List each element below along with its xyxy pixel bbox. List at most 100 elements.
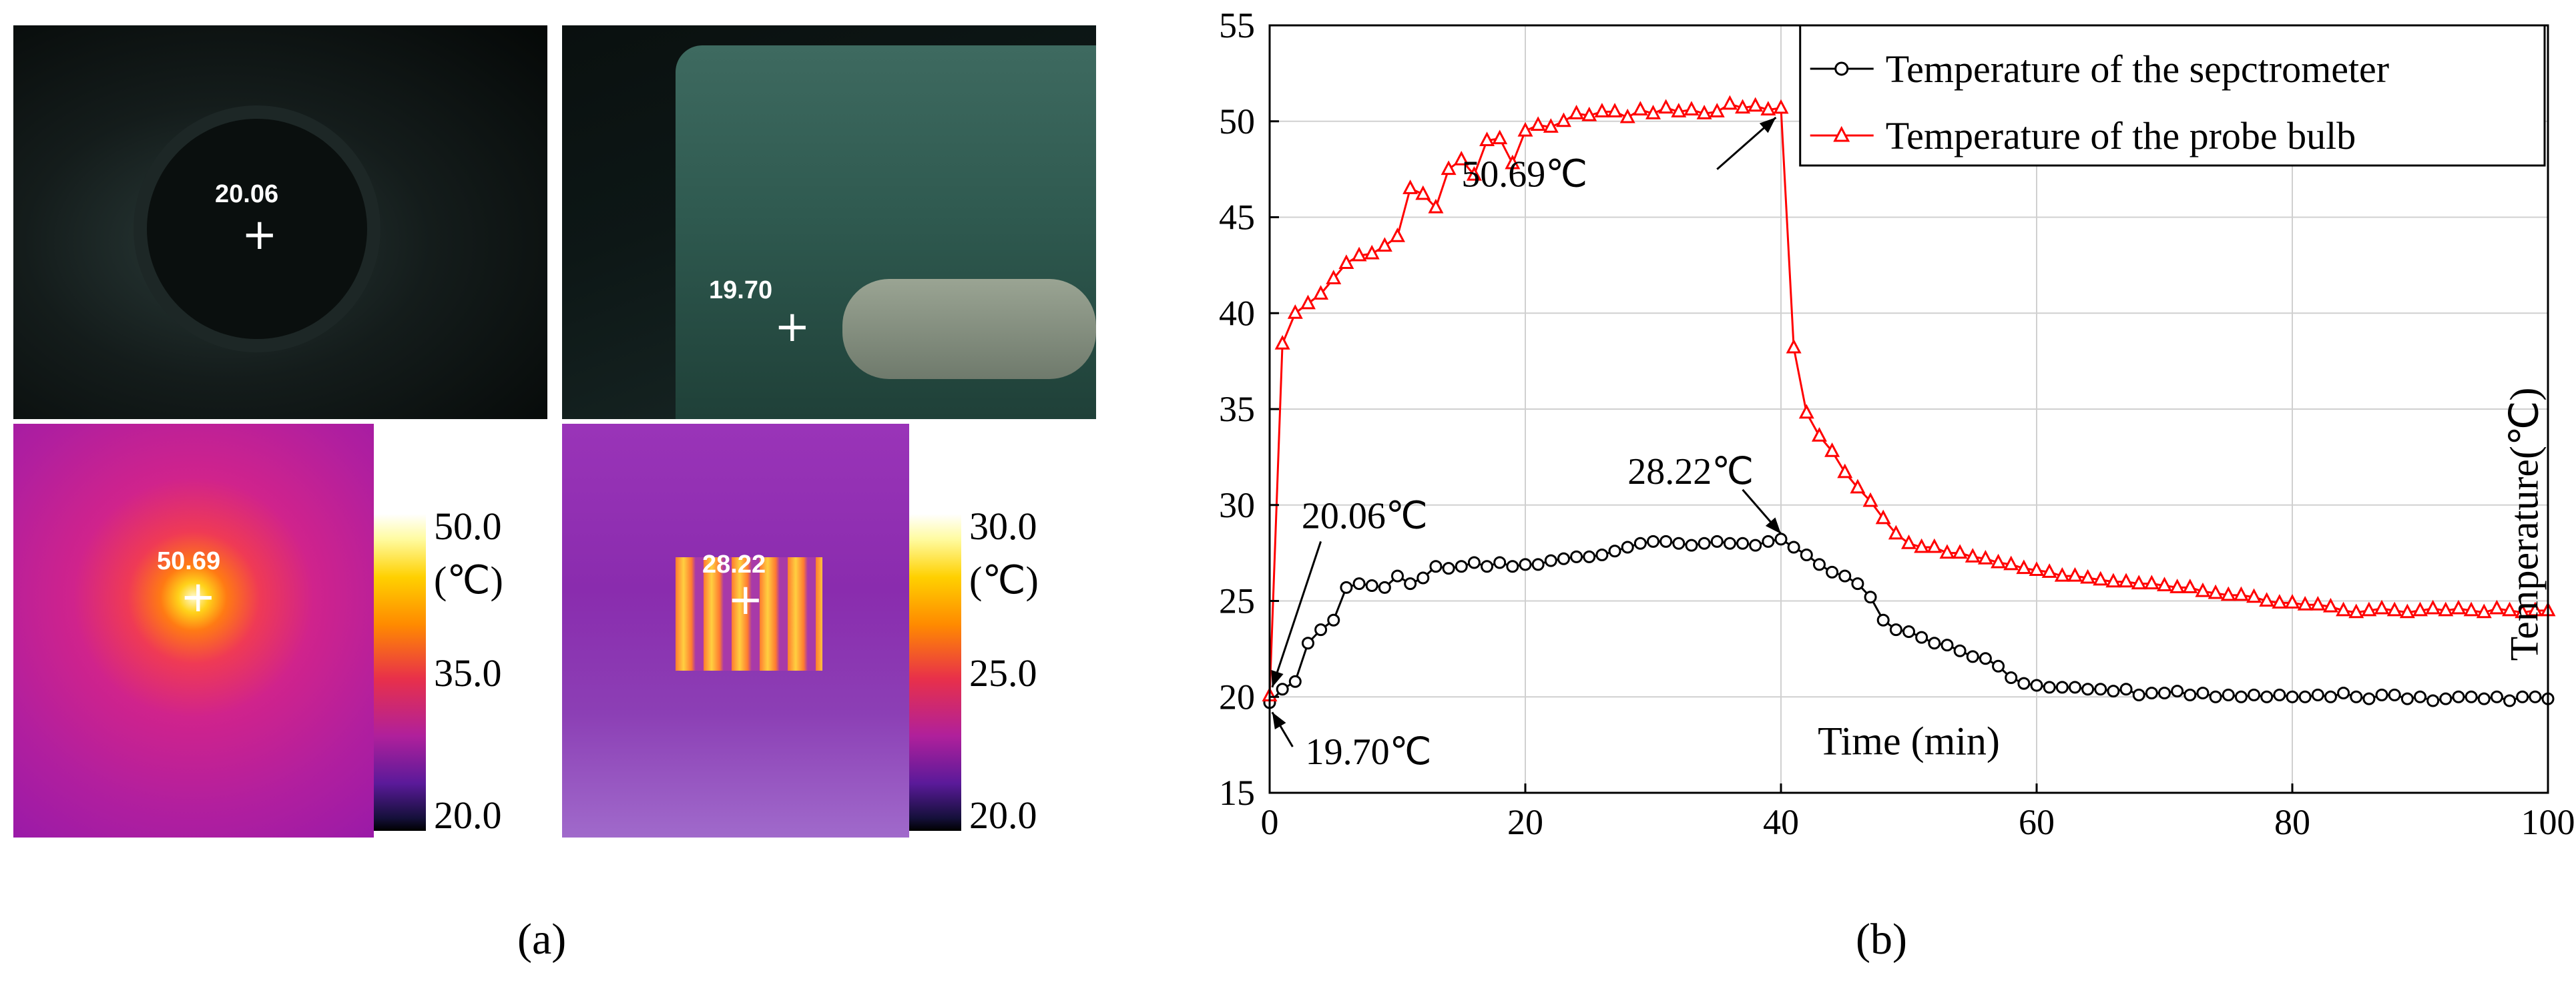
- data-point: [1671, 103, 1687, 117]
- data-point: [1338, 254, 1354, 269]
- data-point: [2386, 601, 2402, 617]
- data-point: [1952, 544, 1968, 559]
- data-point: [1926, 538, 1943, 553]
- data-point: [2043, 681, 2056, 694]
- data-point: [1300, 294, 1316, 310]
- data-point: [1390, 228, 1405, 242]
- data-point: [1531, 558, 1545, 571]
- photo-left-value: 20.06: [215, 180, 279, 208]
- data-point: [1506, 560, 1519, 573]
- data-point: [1404, 577, 1417, 591]
- data-point: [2248, 688, 2261, 701]
- data-point: [1276, 683, 1289, 696]
- annotation-arrow-head: [1765, 517, 1781, 534]
- data-point: [2527, 601, 2543, 617]
- data-point: [1481, 560, 1494, 573]
- data-point: [2158, 687, 2171, 699]
- legend-label: Temperature of the probe bulb: [1886, 114, 2356, 157]
- annotation-arrow-head: [1272, 712, 1286, 729]
- data-point: [2362, 692, 2376, 705]
- thermal-image-probe-bulb: 50.69 +: [13, 424, 374, 838]
- data-point: [1492, 129, 1508, 145]
- annotation-label: 19.70℃: [1306, 731, 1432, 773]
- data-point: [2361, 601, 2377, 617]
- panel-b-label: (b): [1856, 915, 1907, 964]
- data-point: [2131, 575, 2147, 590]
- data-point: [2414, 690, 2426, 703]
- data-point: [2209, 690, 2222, 703]
- data-point: [1493, 556, 1507, 569]
- data-point: [2374, 599, 2390, 615]
- data-point: [1876, 613, 1890, 627]
- data-point: [2502, 601, 2518, 617]
- y-axis-label: Temperature(℃): [2503, 388, 2547, 661]
- data-point: [2286, 690, 2299, 703]
- x-tick-label: 80: [2274, 802, 2310, 842]
- data-point: [2273, 688, 2286, 701]
- crosshair-icon: +: [728, 575, 764, 625]
- data-point: [2169, 579, 2185, 593]
- data-point: [2337, 687, 2350, 699]
- data-point: [1977, 550, 1993, 565]
- x-tick-label: 60: [2019, 802, 2055, 842]
- annotation-label: 50.69℃: [1461, 154, 1587, 196]
- data-point: [1710, 535, 1724, 548]
- legend-marker: [1833, 125, 1850, 142]
- data-point: [2388, 688, 2401, 701]
- data-point: [2375, 688, 2388, 701]
- data-point: [1340, 581, 1353, 594]
- data-point: [2118, 573, 2134, 588]
- data-point: [2439, 692, 2453, 705]
- data-point: [2336, 601, 2352, 617]
- data-point: [1800, 549, 1813, 561]
- data-point: [1658, 99, 1674, 114]
- data-point: [1864, 591, 1877, 604]
- data-point: [1621, 541, 1634, 554]
- data-point: [2324, 690, 2337, 703]
- data-point: [1365, 579, 1378, 592]
- data-point: [1749, 539, 1762, 552]
- legend: Temperature of the sepctrometer Temperatu…: [1799, 24, 2546, 167]
- data-point: [2350, 690, 2363, 703]
- data-point: [1557, 552, 1570, 565]
- data-point: [2094, 683, 2107, 696]
- data-point: [2310, 596, 2326, 611]
- data-point: [2451, 599, 2467, 615]
- data-point: [2412, 601, 2428, 617]
- data-point: [2452, 690, 2465, 703]
- data-point: [1583, 550, 1596, 563]
- data-point: [1645, 105, 1661, 119]
- panel-a-label: (a): [517, 915, 567, 964]
- data-point: [2208, 584, 2224, 599]
- data-point: [1455, 560, 1468, 573]
- data-point: [2017, 677, 2031, 690]
- data-point: [1915, 631, 1928, 644]
- data-point: [1875, 509, 1891, 525]
- colorbar-left-mid-label: 35.0: [434, 651, 502, 695]
- data-point: [1991, 553, 2007, 569]
- thermal-right-value: 28.22: [702, 551, 766, 579]
- annotation-label: 20.06℃: [1302, 495, 1428, 537]
- data-point: [2284, 594, 2300, 609]
- data-point: [1928, 637, 1941, 650]
- data-point: [2068, 681, 2081, 694]
- data-point: [1979, 652, 1992, 665]
- data-point: [2490, 690, 2503, 703]
- data-point: [1685, 539, 1698, 552]
- thermal-left-value: 50.69: [157, 547, 221, 575]
- data-point: [1914, 538, 1930, 553]
- data-point: [1888, 525, 1904, 540]
- axes: 0 20 40 60 80 100 15 20 25 30 35 40 45 50 55 Time (min)…: [1219, 5, 2575, 842]
- data-point: [1774, 533, 1788, 546]
- data-point: [1391, 569, 1404, 583]
- data-point: [1505, 154, 1521, 170]
- data-point: [2067, 567, 2083, 582]
- data-point: [2465, 690, 2478, 703]
- data-point: [1902, 625, 1915, 638]
- data-point: [1684, 101, 1700, 115]
- data-point: [2132, 688, 2145, 701]
- data-point: [1966, 650, 1979, 663]
- annotation-label: 28.22℃: [1627, 451, 1754, 493]
- data-point: [1647, 535, 1659, 548]
